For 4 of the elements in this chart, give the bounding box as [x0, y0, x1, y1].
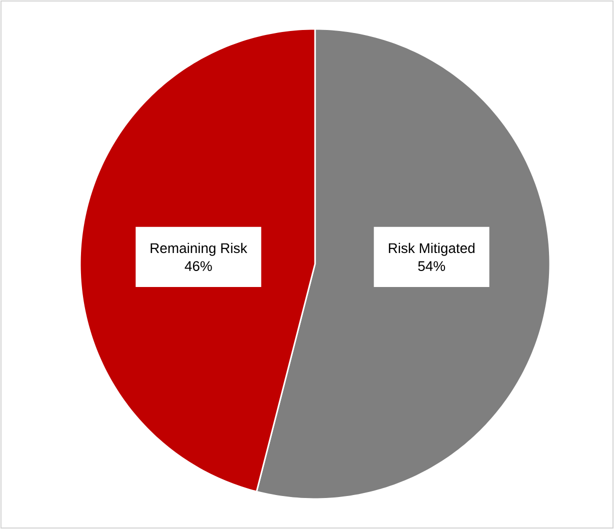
data-label: 54%: [418, 261, 446, 272]
slice-label: Remaining Risk: [150, 242, 248, 256]
data-label: 46%: [184, 261, 212, 272]
slice-label: Risk Mitigated: [388, 242, 474, 256]
